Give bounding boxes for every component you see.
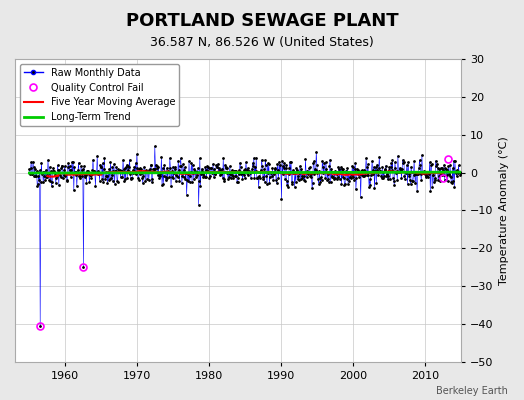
Legend: Raw Monthly Data, Quality Control Fail, Five Year Moving Average, Long-Term Tren: Raw Monthly Data, Quality Control Fail, … <box>20 64 179 126</box>
Text: 36.587 N, 86.526 W (United States): 36.587 N, 86.526 W (United States) <box>150 36 374 49</box>
Text: Berkeley Earth: Berkeley Earth <box>436 386 508 396</box>
Text: PORTLAND SEWAGE PLANT: PORTLAND SEWAGE PLANT <box>126 12 398 30</box>
Y-axis label: Temperature Anomaly (°C): Temperature Anomaly (°C) <box>499 136 509 285</box>
